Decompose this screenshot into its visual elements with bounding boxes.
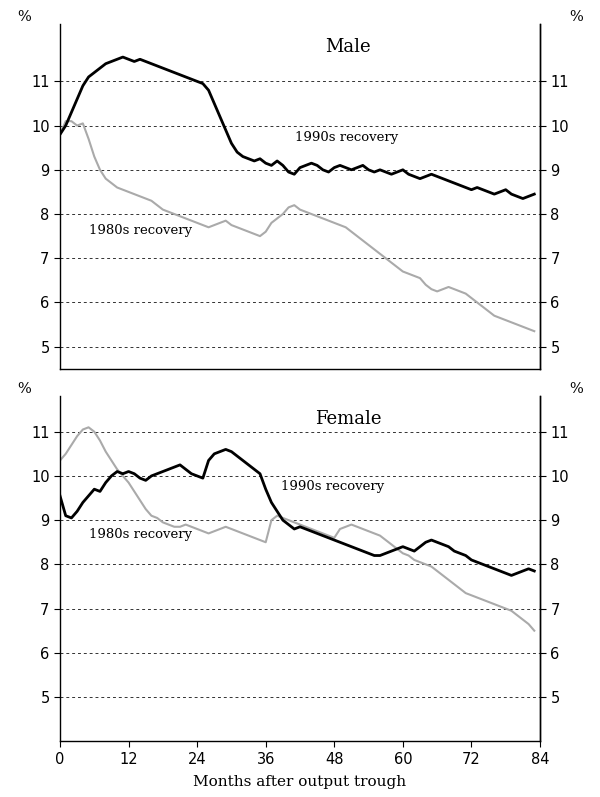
Text: %: % (569, 383, 583, 396)
Text: %: % (569, 10, 583, 24)
Text: 1980s recovery: 1980s recovery (89, 528, 192, 541)
Text: %: % (17, 10, 31, 24)
X-axis label: Months after output trough: Months after output trough (193, 775, 407, 789)
Text: %: % (17, 383, 31, 396)
Text: 1990s recovery: 1990s recovery (295, 132, 398, 144)
Text: Male: Male (325, 37, 371, 56)
Text: 1990s recovery: 1990s recovery (281, 480, 384, 493)
Text: Female: Female (315, 410, 381, 428)
Text: 1980s recovery: 1980s recovery (89, 224, 192, 238)
